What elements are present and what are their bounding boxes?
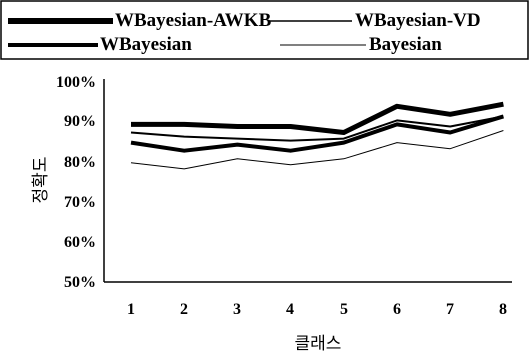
series-line-bayesian	[130, 130, 504, 170]
y-tick-label-60: 60%	[64, 234, 96, 251]
y-axis-title: 정확도	[31, 157, 51, 204]
legend-box	[0, 0, 529, 60]
x-tick-label-4: 4	[286, 301, 294, 318]
x-tick-label-3: 3	[233, 301, 241, 318]
legend-label-wbayesian-awkb: WBayesian-AWKB	[115, 10, 272, 31]
legend-label-bayesian: Bayesian	[369, 34, 442, 55]
legend-label-wbayesian: WBayesian	[100, 34, 192, 55]
legend: WBayesian-AWKB WBayesian-VD WBayesian Ba…	[0, 0, 529, 60]
y-tick-label-50: 50%	[64, 274, 96, 291]
x-tick-label-1: 1	[127, 301, 135, 318]
y-tick-label-100: 100%	[56, 74, 96, 91]
series-line-wbayesian-awkb	[131, 101, 504, 135]
x-tick-labels: 1 2 3 4 5 6 7 8	[127, 301, 507, 318]
y-tick-label-90: 90%	[64, 113, 96, 130]
x-tick-label-7: 7	[446, 301, 454, 318]
x-tick-label-2: 2	[180, 301, 188, 318]
series-line-wbayesian-vd	[130, 115, 504, 142]
x-tick-label-5: 5	[340, 301, 348, 318]
series-lines	[130, 101, 504, 170]
x-axis-title: 클래스	[295, 334, 342, 354]
x-tick-label-6: 6	[393, 301, 401, 318]
x-tick-label-8: 8	[499, 301, 507, 318]
y-tick-labels: 100% 90% 80% 70% 60% 50%	[56, 74, 96, 291]
y-tick-label-80: 80%	[64, 154, 96, 171]
legend-label-wbayesian-vd: WBayesian-VD	[355, 10, 481, 31]
y-tick-label-70: 70%	[64, 194, 96, 211]
series-line-wbayesian	[130, 114, 504, 153]
